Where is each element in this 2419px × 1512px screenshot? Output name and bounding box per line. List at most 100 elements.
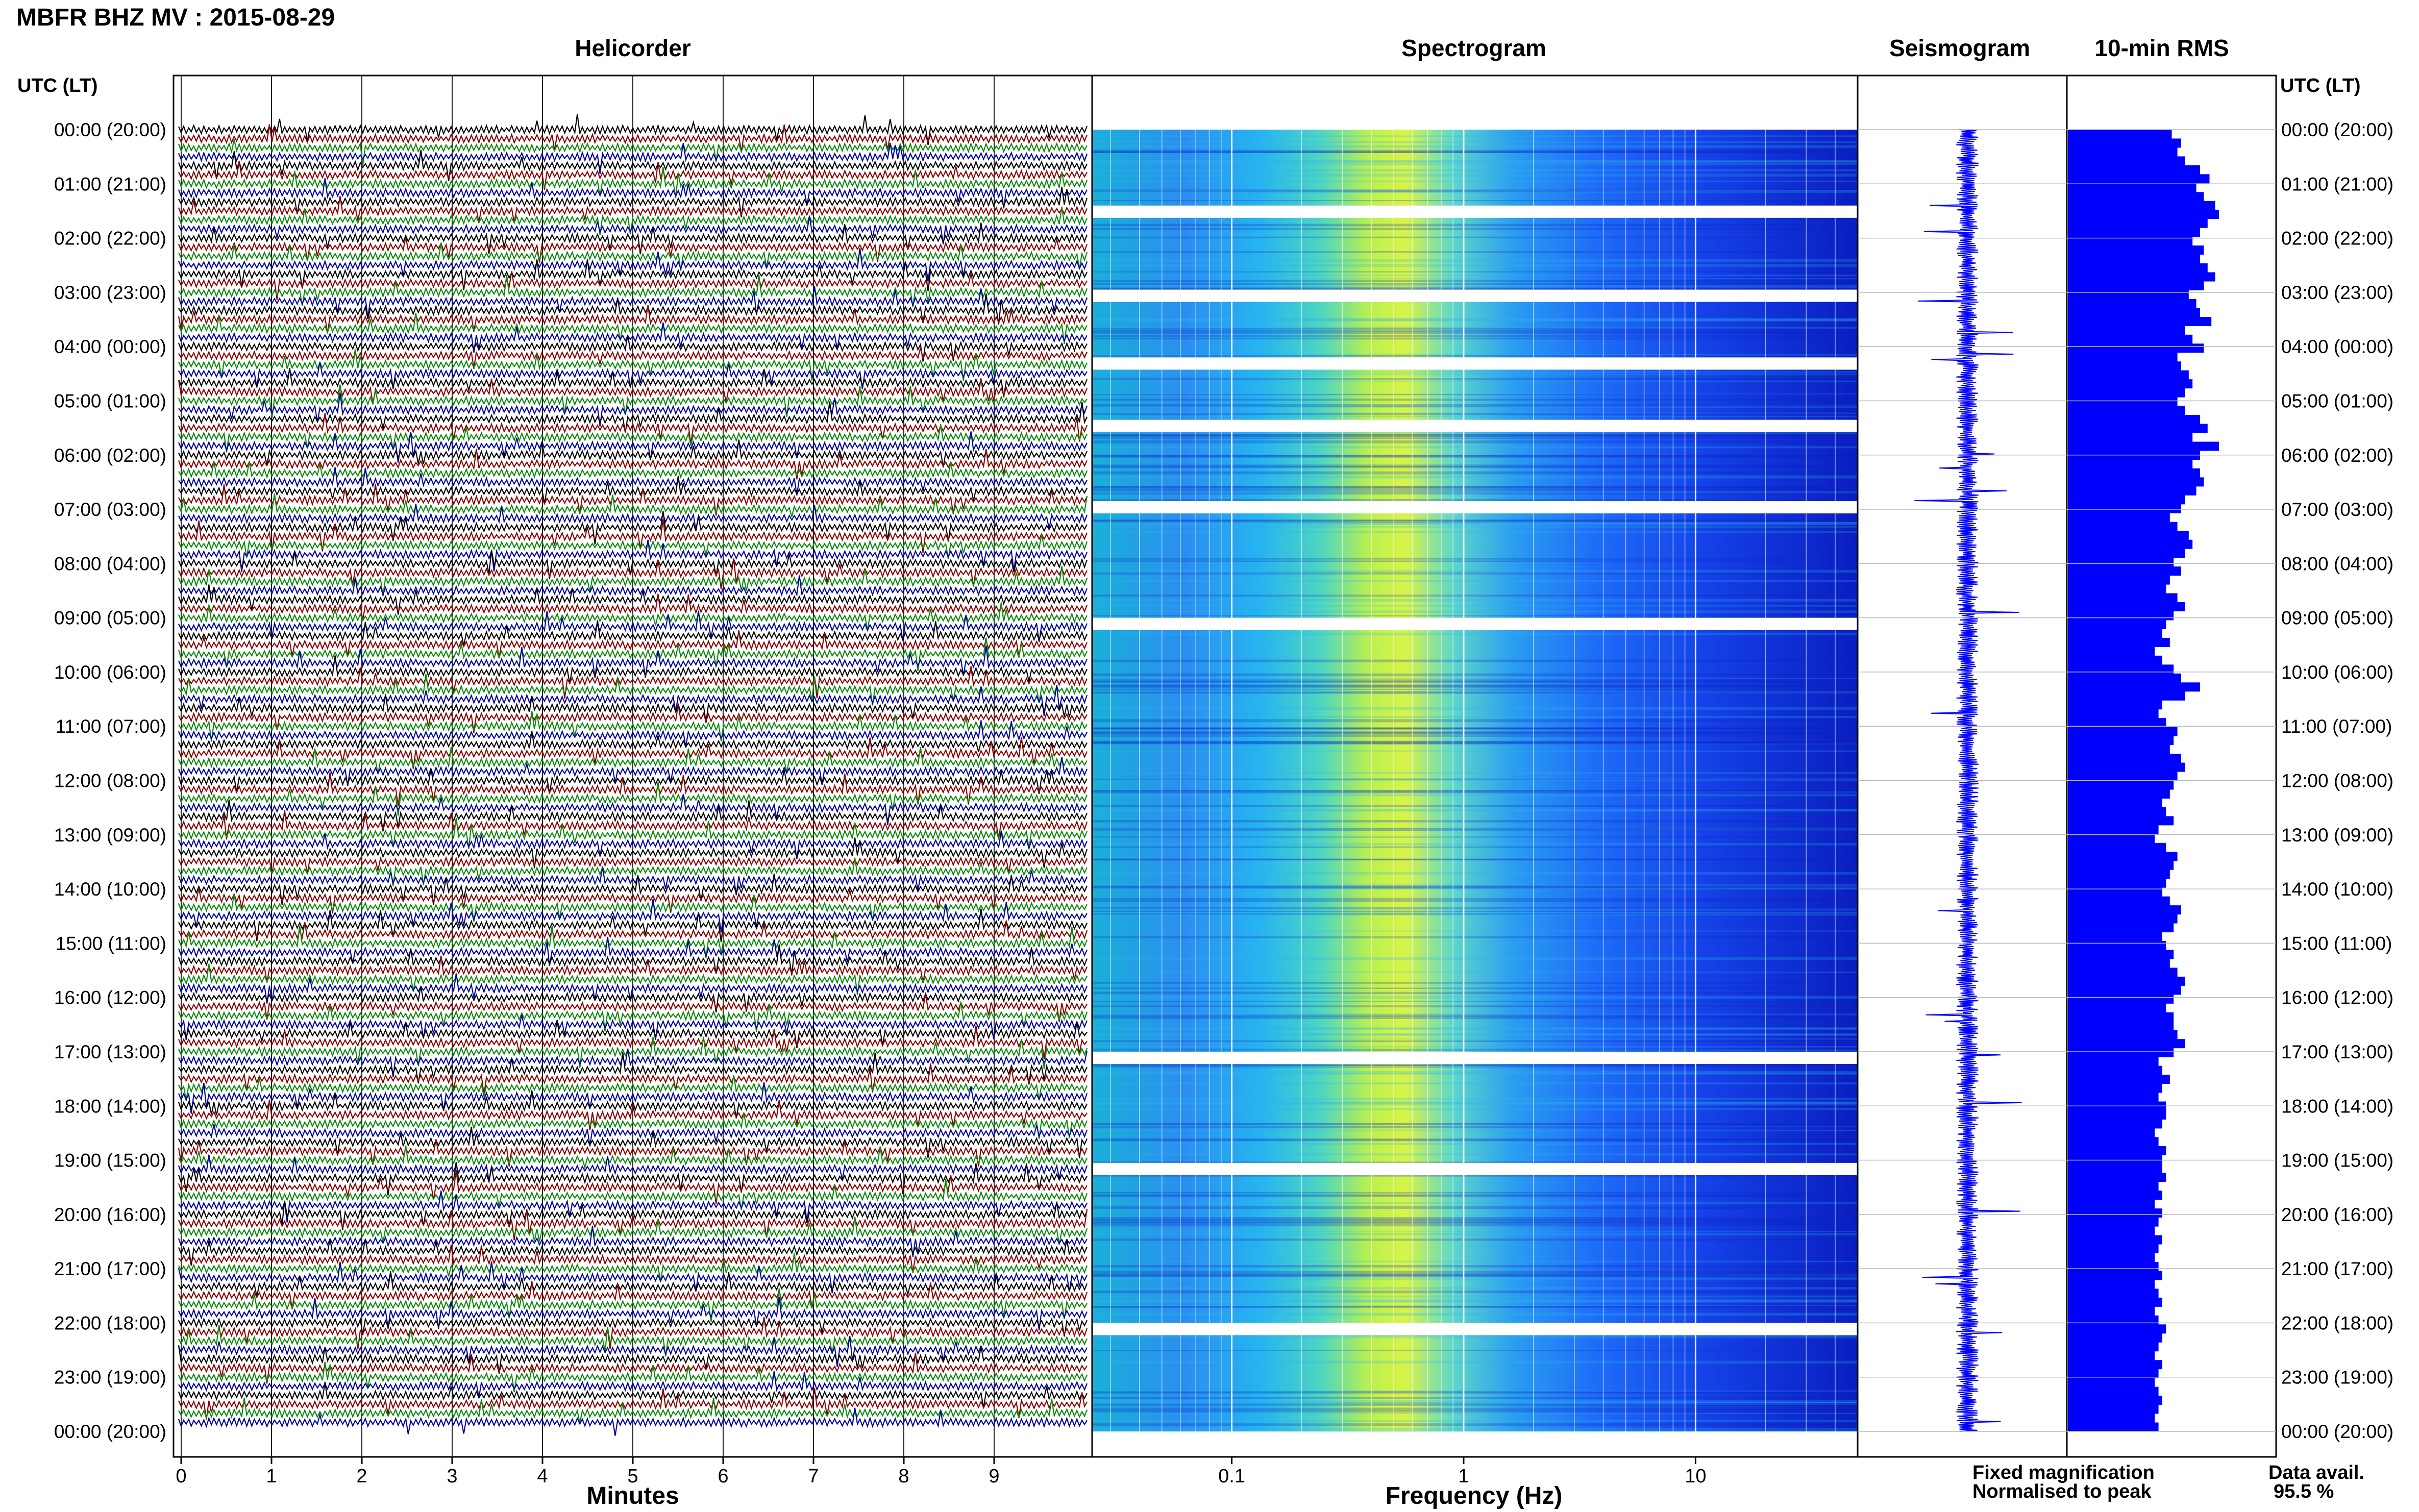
time-label-left: 23:00 (19:00) <box>54 1367 166 1388</box>
helicorder-trace <box>178 248 1088 282</box>
spectrogram-stripe <box>1092 278 1858 280</box>
rms-bar <box>2068 1075 2170 1084</box>
spectrogram-gap <box>1092 289 1858 302</box>
helicorder-trace <box>178 361 1088 389</box>
helicorder-trace <box>178 1371 1088 1398</box>
rms-bar <box>2068 210 2219 219</box>
rms-bar <box>2068 825 2159 834</box>
spectrogram-stripe <box>1092 673 1858 677</box>
spectrogram-stripe <box>1092 1202 1858 1204</box>
rms-bar <box>2068 664 2174 674</box>
spectrogram-gap <box>1092 1162 1858 1175</box>
rms-bar <box>2068 1351 2155 1360</box>
helicorder-trace <box>178 1020 1088 1049</box>
spectrogram-stripe <box>1092 707 1858 710</box>
spectrogram-stripe <box>1092 1143 1858 1146</box>
helicorder-trace <box>178 534 1088 559</box>
time-label-left: 17:00 (13:00) <box>54 1042 166 1062</box>
spectrogram-stripe <box>1092 1287 1858 1290</box>
helicorder-trace <box>178 782 1088 816</box>
spectrogram-image <box>1092 130 1858 1431</box>
rms-bar <box>2068 887 2162 897</box>
spectrogram-stripe <box>1092 327 1858 330</box>
spectrogram-stripe <box>1092 828 1858 831</box>
spectrogram-gap <box>1092 501 1858 514</box>
time-label-right: 15:00 (11:00) <box>2281 933 2392 954</box>
spectrogram-stripe <box>1092 288 1858 291</box>
time-label-left: 14:00 (10:00) <box>54 879 166 900</box>
spectrogram-stripe <box>1092 727 1858 729</box>
spectrogram-stripe <box>1092 809 1858 812</box>
rms-bar <box>2068 316 2212 326</box>
spectrogram-stripe <box>1092 434 1858 437</box>
helicorder-trace <box>178 550 1088 579</box>
rms-bar <box>2068 486 2196 495</box>
spectrogram-stripe <box>1092 489 1858 492</box>
spectrogram-stripe <box>1092 936 1858 938</box>
rms-bar <box>2068 1030 2178 1039</box>
helicorder-trace <box>178 476 1088 504</box>
time-label-right: 16:00 (12:00) <box>2281 987 2393 1008</box>
helicorder-tick-label: 5 <box>627 1466 638 1487</box>
rms-bar <box>2068 218 2208 228</box>
spectrogram-stripe <box>1092 872 1858 875</box>
spectrogram-stripe <box>1092 259 1858 262</box>
helicorder-trace <box>178 242 1088 271</box>
rms-bar <box>2068 709 2159 718</box>
spectrogram-stripe <box>1092 898 1858 900</box>
rms-bar <box>2068 1146 2166 1155</box>
rms-bar <box>2068 1003 2166 1013</box>
helicorder-trace <box>178 602 1088 631</box>
rms-bar <box>2068 691 2185 701</box>
helicorder-trace <box>178 856 1088 874</box>
spectrogram-stripe <box>1092 1005 1858 1008</box>
spectrogram-stripe <box>1092 437 1858 439</box>
spectrogram-stripe <box>1092 1083 1858 1085</box>
helicorder-trace <box>178 1271 1088 1297</box>
helicorder-trace <box>178 1217 1088 1245</box>
spectrogram-stripe <box>1092 1350 1858 1351</box>
spectrogram-stripe <box>1092 809 1858 811</box>
helicorder-trace <box>178 857 1088 886</box>
time-label-right: 19:00 (15:00) <box>2281 1150 2393 1171</box>
spectrogram-stripe <box>1092 743 1858 745</box>
spectrogram-stripe <box>1092 558 1858 560</box>
helicorder-trace <box>178 1126 1088 1158</box>
spectrogram-stripe <box>1092 1040 1858 1043</box>
rms-bar <box>2068 1244 2159 1254</box>
spectrogram-gap <box>1092 617 1858 630</box>
spectrogram-stripe <box>1092 464 1858 467</box>
spectrogram-stripe <box>1092 160 1858 162</box>
spectrogram-stripe <box>1092 681 1858 683</box>
helicorder-trace <box>178 1398 1088 1424</box>
rms-bar <box>2068 281 2204 291</box>
spectrogram-stripe <box>1092 519 1858 523</box>
rms-bar <box>2068 1110 2166 1120</box>
spectrogram-stripe <box>1092 405 1858 408</box>
time-label-right: 00:00 (20:00) <box>2281 1421 2393 1442</box>
helicorder-trace <box>178 1145 1088 1170</box>
spectrogram-gap <box>1092 357 1858 370</box>
spectrogram-title: Spectrogram <box>1401 35 1546 61</box>
rms-bar <box>2068 1226 2155 1236</box>
helicorder-trace <box>178 1082 1088 1114</box>
rms-bar <box>2068 575 2170 585</box>
time-label-right: 09:00 (05:00) <box>2281 608 2393 629</box>
spectrogram-stripe <box>1092 1220 1858 1224</box>
helicorder-trace <box>178 674 1088 706</box>
helicorder-trace <box>178 286 1088 318</box>
helicorder-trace <box>178 1288 1088 1322</box>
rms-bar <box>2068 1422 2159 1432</box>
spectrogram-stripe <box>1092 328 1858 329</box>
time-label-left: 22:00 (18:00) <box>54 1312 166 1333</box>
rms-bar <box>2068 994 2174 1004</box>
time-label-right: 06:00 (02:00) <box>2281 445 2393 466</box>
time-label-left: 10:00 (06:00) <box>54 662 166 683</box>
rms-bar <box>2068 228 2200 237</box>
spectrogram-stripe <box>1092 1391 1858 1394</box>
spectrogram-stripe <box>1092 804 1858 807</box>
rms-bar <box>2068 424 2208 433</box>
spectrogram-stripe <box>1092 492 1858 495</box>
rms-bar <box>2068 1093 2159 1102</box>
